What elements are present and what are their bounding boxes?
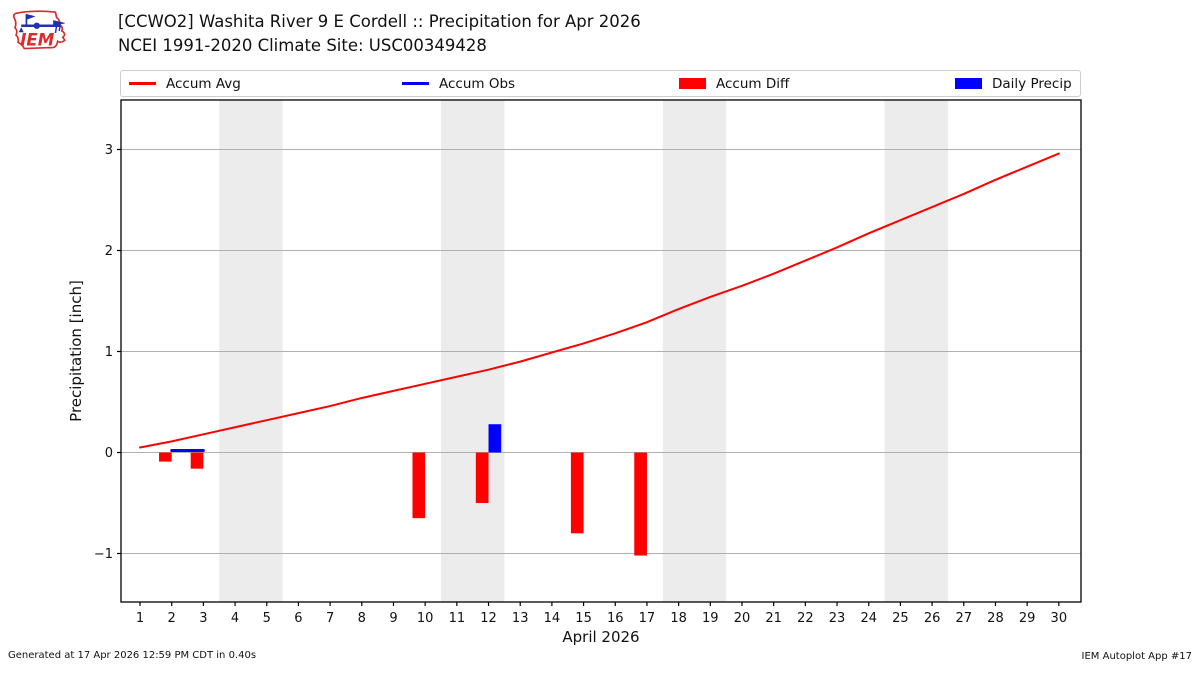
accum-diff-bar bbox=[190, 452, 204, 469]
x-tick-label: 21 bbox=[765, 611, 782, 626]
legend-label: Daily Precip bbox=[992, 75, 1072, 92]
x-tick-label: 12 bbox=[480, 611, 497, 626]
x-tick-label: 30 bbox=[1051, 611, 1068, 626]
y-tick-label: 1 bbox=[105, 345, 113, 360]
x-tick-label: 2 bbox=[168, 611, 176, 626]
x-tick-label: 13 bbox=[512, 611, 529, 626]
accum-diff-bar bbox=[475, 452, 489, 504]
daily-precip-swatch-icon bbox=[955, 78, 982, 89]
x-tick-label: 22 bbox=[797, 611, 814, 626]
x-tick-label: 9 bbox=[389, 611, 397, 626]
x-tick-label: 23 bbox=[829, 611, 846, 626]
weekend-band bbox=[441, 100, 505, 602]
logo-text: IEM bbox=[20, 30, 55, 49]
accum-diff-swatch-icon bbox=[679, 78, 706, 89]
accum-diff-bar bbox=[570, 452, 584, 534]
x-tick-label: 6 bbox=[294, 611, 302, 626]
x-tick-label: 8 bbox=[358, 611, 366, 626]
legend-item-accum-avg: Accum Avg bbox=[129, 71, 241, 96]
y-tick-label: 2 bbox=[105, 244, 113, 259]
x-tick-label: 4 bbox=[231, 611, 239, 626]
x-tick-label: 7 bbox=[326, 611, 334, 626]
y-tick-label: 3 bbox=[105, 143, 113, 158]
legend-item-accum-diff: Accum Diff bbox=[679, 71, 789, 96]
accum-diff-bar bbox=[412, 452, 426, 519]
legend-item-accum-obs: Accum Obs bbox=[402, 71, 515, 96]
legend: Accum Avg Accum Obs Accum Diff Daily Pre… bbox=[120, 70, 1081, 97]
x-tick-label: 15 bbox=[575, 611, 592, 626]
x-tick-label: 1 bbox=[136, 611, 144, 626]
accum-avg-swatch-icon bbox=[129, 82, 156, 85]
weekend-band bbox=[219, 100, 283, 602]
x-tick-label: 28 bbox=[987, 611, 1004, 626]
accum-diff-bar bbox=[159, 452, 172, 462]
x-tick-label: 11 bbox=[449, 611, 466, 626]
x-tick-label: 16 bbox=[607, 611, 624, 626]
legend-item-daily-precip: Daily Precip bbox=[955, 71, 1072, 96]
x-tick-label: 20 bbox=[734, 611, 751, 626]
x-tick-label: 3 bbox=[199, 611, 207, 626]
y-tick-label: 0 bbox=[105, 446, 113, 461]
x-tick-label: 5 bbox=[263, 611, 271, 626]
weekend-band bbox=[884, 100, 948, 602]
x-axis-label: April 2026 bbox=[562, 628, 640, 646]
y-tick-label: −1 bbox=[94, 547, 113, 562]
x-tick-label: 18 bbox=[670, 611, 687, 626]
accum-obs-swatch-icon bbox=[402, 82, 429, 85]
x-tick-label: 24 bbox=[860, 611, 877, 626]
accum-avg-line bbox=[139, 152, 1060, 449]
x-tick-label: 25 bbox=[892, 611, 909, 626]
x-tick-label: 17 bbox=[639, 611, 656, 626]
generated-timestamp: Generated at 17 Apr 2026 12:59 PM CDT in… bbox=[8, 650, 257, 661]
iem-logo: IEM bbox=[12, 10, 66, 49]
weekend-band bbox=[662, 100, 727, 602]
accum-diff-bar bbox=[634, 452, 647, 556]
x-tick-label: 10 bbox=[417, 611, 434, 626]
autoplot-app-credit: IEM Autoplot App #17 bbox=[1081, 651, 1192, 662]
title-line-2: NCEI 1991-2020 Climate Site: USC00349428 bbox=[118, 36, 487, 55]
x-tick-label: 19 bbox=[702, 611, 719, 626]
y-axis-label: Precipitation [inch] bbox=[67, 280, 85, 422]
x-tick-label: 14 bbox=[544, 611, 561, 626]
x-tick-label: 29 bbox=[1019, 611, 1036, 626]
weather-vane-icon bbox=[18, 13, 65, 34]
x-tick-label: 26 bbox=[924, 611, 941, 626]
legend-label: Accum Avg bbox=[166, 75, 241, 92]
x-tick-label: 27 bbox=[955, 611, 972, 626]
legend-label: Accum Diff bbox=[716, 75, 790, 92]
chart-title: [CCWO2] Washita River 9 E Cordell :: Pre… bbox=[118, 10, 641, 58]
daily-precip-bar bbox=[488, 424, 502, 453]
title-line-1: [CCWO2] Washita River 9 E Cordell :: Pre… bbox=[118, 12, 641, 31]
legend-label: Accum Obs bbox=[439, 75, 516, 92]
